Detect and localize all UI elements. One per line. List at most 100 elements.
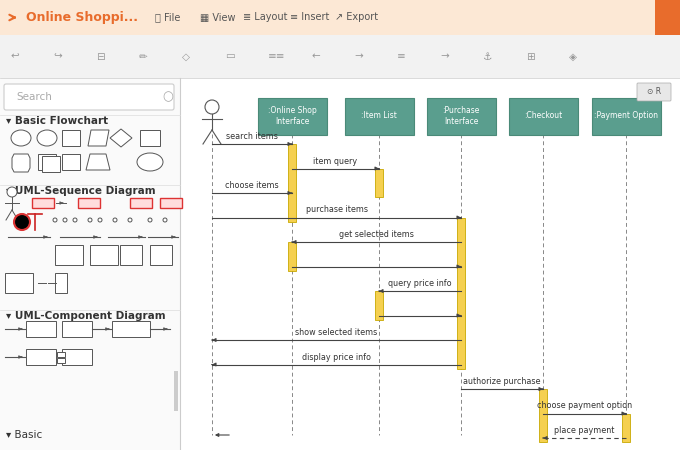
Text: :Payment Option: :Payment Option (594, 112, 658, 121)
Text: show selected items: show selected items (295, 328, 377, 337)
Text: :Item List: :Item List (361, 112, 397, 121)
FancyBboxPatch shape (130, 198, 152, 208)
Circle shape (88, 218, 92, 222)
Text: :Purchase
Interface: :Purchase Interface (442, 106, 479, 126)
Polygon shape (12, 154, 30, 172)
Ellipse shape (137, 153, 163, 171)
Text: ▾ UML-Sequence Diagram: ▾ UML-Sequence Diagram (6, 186, 156, 196)
Bar (457, 217, 465, 369)
Bar (26, 349, 56, 365)
Text: ⚓: ⚓ (483, 51, 492, 62)
Text: ≡: ≡ (397, 51, 406, 62)
Text: ▾ Basic Flowchart: ▾ Basic Flowchart (6, 116, 108, 126)
FancyBboxPatch shape (32, 198, 54, 208)
FancyBboxPatch shape (592, 98, 660, 135)
Text: item query: item query (313, 157, 358, 166)
Bar (0, 78, 180, 450)
Text: ≣ Layout: ≣ Layout (243, 13, 288, 22)
Text: ⊞: ⊞ (526, 51, 534, 62)
FancyBboxPatch shape (160, 198, 182, 208)
Text: →: → (354, 51, 362, 62)
Bar (0, 35, 680, 78)
FancyBboxPatch shape (426, 98, 496, 135)
Text: ○: ○ (162, 90, 173, 104)
Circle shape (98, 218, 102, 222)
Text: :Online Shop
Interface: :Online Shop Interface (268, 106, 316, 126)
Circle shape (148, 218, 152, 222)
Text: place payment: place payment (554, 426, 615, 435)
Text: choose items: choose items (225, 181, 279, 190)
Bar (375, 291, 383, 320)
Bar (62, 154, 80, 170)
Text: get selected items: get selected items (339, 230, 414, 239)
Polygon shape (86, 154, 110, 170)
Bar (90, 245, 118, 265)
Text: ≡ Insert: ≡ Insert (290, 13, 329, 22)
Text: ⎙ File: ⎙ File (155, 13, 180, 22)
Text: ▾ Basic: ▾ Basic (6, 430, 42, 440)
Text: ▦ View: ▦ View (200, 13, 235, 22)
FancyBboxPatch shape (78, 198, 100, 208)
Bar (55, 273, 67, 293)
Text: ▭: ▭ (225, 51, 235, 62)
Text: Search: Search (16, 92, 52, 102)
Text: ◇: ◇ (182, 51, 190, 62)
Ellipse shape (11, 130, 31, 146)
Bar (539, 389, 547, 442)
Bar (120, 245, 142, 265)
FancyBboxPatch shape (345, 98, 413, 135)
Bar (62, 349, 92, 365)
FancyBboxPatch shape (637, 83, 671, 101)
Polygon shape (88, 130, 109, 146)
Bar (622, 414, 630, 442)
Bar (57, 352, 65, 357)
FancyBboxPatch shape (509, 98, 577, 135)
Circle shape (63, 218, 67, 222)
Text: search items: search items (226, 132, 278, 141)
Circle shape (113, 218, 117, 222)
Text: ↪: ↪ (53, 51, 62, 62)
Text: query price info: query price info (388, 279, 452, 288)
Text: authorize purchase: authorize purchase (463, 377, 541, 386)
Text: ≡≡: ≡≡ (268, 51, 286, 62)
Bar (5, 273, 33, 293)
Bar (55, 245, 83, 265)
Text: purchase items: purchase items (305, 206, 367, 215)
Text: →: → (440, 51, 449, 62)
Circle shape (205, 100, 219, 114)
FancyBboxPatch shape (4, 84, 174, 110)
Text: choose payment option: choose payment option (537, 401, 632, 410)
Bar (112, 321, 150, 337)
Text: ⊟: ⊟ (96, 51, 105, 62)
Circle shape (163, 218, 167, 222)
Text: ⊙ R: ⊙ R (647, 87, 661, 96)
Text: Online Shoppi...: Online Shoppi... (26, 11, 138, 24)
Circle shape (128, 218, 132, 222)
Bar (150, 245, 172, 265)
Polygon shape (110, 129, 132, 147)
FancyBboxPatch shape (258, 98, 326, 135)
Bar (375, 168, 383, 197)
Text: ←: ← (311, 51, 320, 62)
Bar (26, 321, 56, 337)
Text: ↗ Export: ↗ Export (335, 13, 378, 22)
Circle shape (14, 214, 30, 230)
Circle shape (53, 218, 57, 222)
Bar (655, 0, 680, 35)
Bar (288, 242, 296, 270)
Text: ◈: ◈ (569, 51, 577, 62)
Bar (140, 130, 160, 146)
Ellipse shape (37, 130, 57, 146)
Circle shape (7, 187, 17, 197)
Bar (62, 130, 80, 146)
Text: ↩: ↩ (10, 51, 19, 62)
Bar (57, 358, 65, 363)
Text: ✏: ✏ (139, 51, 148, 62)
Bar (288, 144, 296, 221)
Bar (180, 78, 680, 450)
Bar (38, 154, 56, 170)
Bar (42, 156, 60, 172)
Text: ▾ UML-Component Diagram: ▾ UML-Component Diagram (6, 311, 166, 321)
Text: :Checkout: :Checkout (524, 112, 562, 121)
Bar (62, 321, 92, 337)
